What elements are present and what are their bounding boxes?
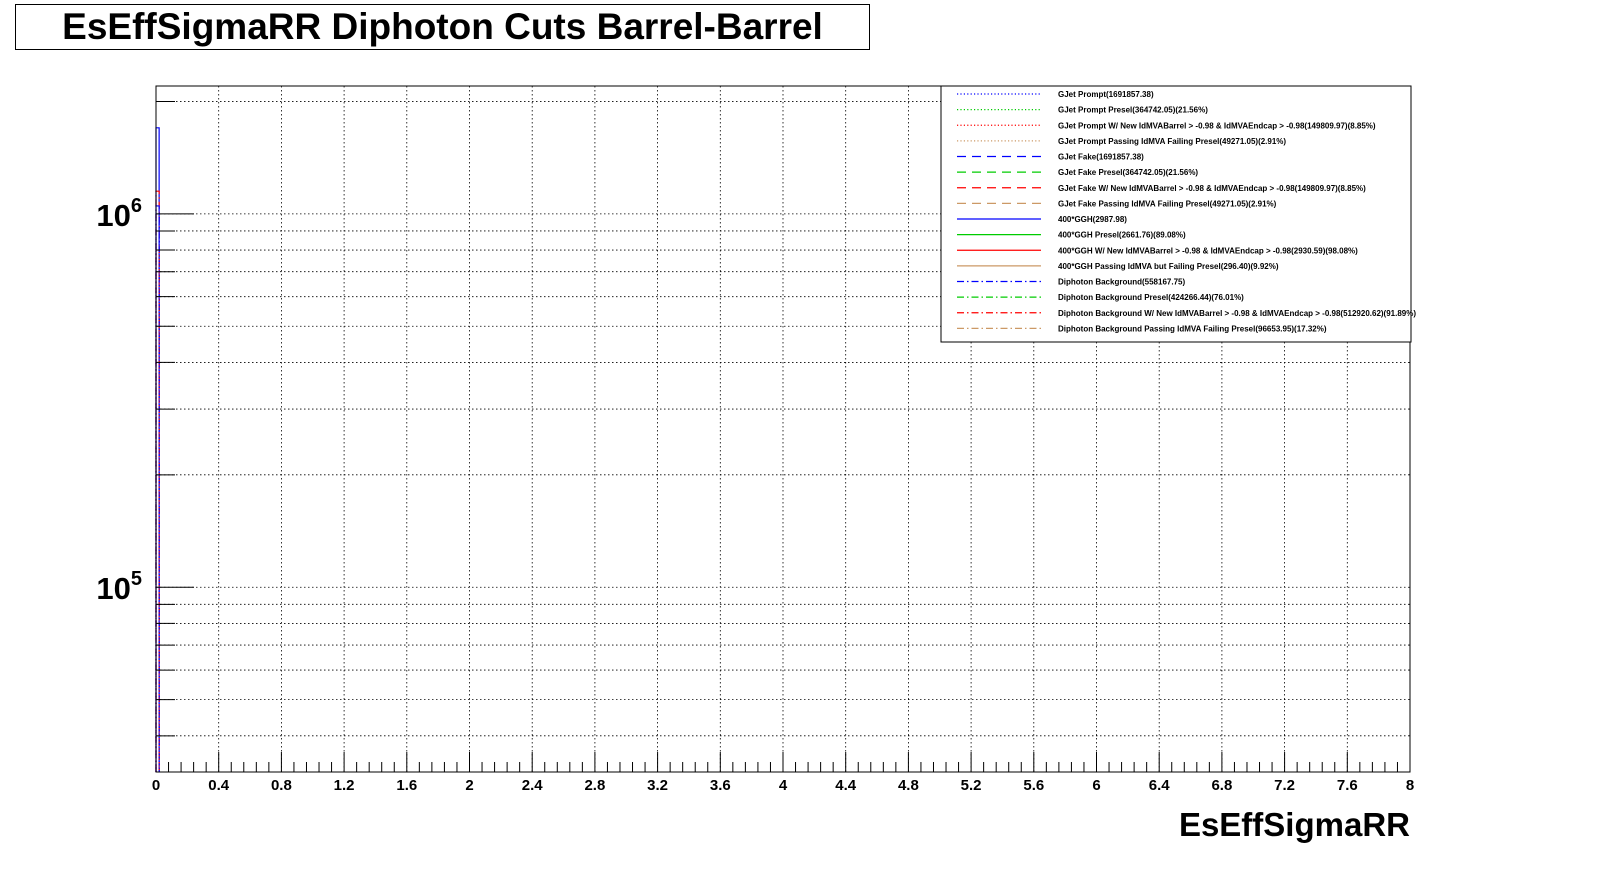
legend-entry: GJet Prompt(1691857.38) (957, 90, 1154, 99)
legend-label: GJet Prompt Passing IdMVA Failing Presel… (1058, 137, 1286, 146)
legend-label: Diphoton Background W/ New IdMVABarrel >… (1058, 309, 1416, 318)
legend-label: GJet Fake(1691857.38) (1058, 153, 1144, 162)
chart-title: EsEffSigmaRR Diphoton Cuts Barrel-Barrel (62, 6, 823, 47)
data-spike-2 (155, 205, 160, 772)
x-tick-label: 4.4 (835, 777, 857, 794)
legend-entry: GJet Fake(1691857.38) (957, 153, 1144, 162)
legend-label: GJet Prompt Presel(364742.05)(21.56%) (1058, 106, 1208, 115)
legend-entry: GJet Prompt Passing IdMVA Failing Presel… (957, 137, 1286, 146)
legend-entry: GJet Fake W/ New IdMVABarrel > -0.98 & I… (957, 184, 1366, 193)
legend-entry: GJet Prompt Presel(364742.05)(21.56%) (957, 106, 1208, 115)
x-tick-label: 7.6 (1337, 777, 1358, 794)
legend-entry: GJet Fake Presel(364742.05)(21.56%) (957, 168, 1198, 177)
x-tick-label: 7.2 (1274, 777, 1295, 794)
chart-title-box: EsEffSigmaRR Diphoton Cuts Barrel-Barrel (15, 4, 870, 50)
legend-entry: Diphoton Background(558167.75) (957, 278, 1185, 287)
legend-entry: GJet Prompt W/ New IdMVABarrel > -0.98 &… (957, 121, 1376, 130)
x-axis-title: EsEffSigmaRR (1179, 806, 1410, 843)
x-tick-label: 1.6 (396, 777, 417, 794)
legend-label: 400*GGH Presel(2661.76)(89.08%) (1058, 231, 1186, 240)
legend-entry: 400*GGH Passing IdMVA but Failing Presel… (957, 262, 1279, 271)
x-tick-label: 6 (1092, 777, 1100, 794)
legend-label: 400*GGH(2987.98) (1058, 215, 1127, 224)
x-tick-label: 0 (152, 777, 160, 794)
legend: GJet Prompt(1691857.38) GJet Prompt Prese… (940, 85, 1416, 343)
legend-label: 400*GGH W/ New IdMVABarrel > -0.98 & IdM… (1058, 246, 1358, 255)
legend-label: GJet Prompt W/ New IdMVABarrel > -0.98 &… (1058, 121, 1376, 130)
y-tick-label-exponent: 6 (131, 195, 142, 217)
x-tick-label: 5.2 (961, 777, 982, 794)
x-tick-label: 3.6 (710, 777, 731, 794)
y-tick-label-base: 10 (96, 571, 130, 606)
legend-label: GJet Fake Presel(364742.05)(21.56%) (1058, 168, 1198, 177)
x-tick-label: 0.8 (271, 777, 292, 794)
legend-label: Diphoton Background Presel(424266.44)(76… (1058, 293, 1244, 302)
x-tick-label: 6.4 (1149, 777, 1171, 794)
y-tick-label-exponent: 5 (131, 568, 142, 590)
data-spike-4 (155, 249, 160, 772)
x-tick-label: 8 (1406, 777, 1414, 794)
x-tick-label: 0.4 (208, 777, 230, 794)
legend-label: GJet Fake Passing IdMVA Failing Presel(4… (1058, 199, 1277, 208)
legend-entry: 400*GGH(2987.98) (957, 215, 1127, 224)
legend-entry: 400*GGH Presel(2661.76)(89.08%) (957, 231, 1186, 240)
legend-box (940, 85, 1412, 343)
legend-entry: 400*GGH W/ New IdMVABarrel > -0.98 & IdM… (957, 246, 1358, 255)
axes: 0 0.4 0.8 1.2 1.6 2 2.4 2.8 3.2 3.6 4 4.4 4.8 5.2 5.6 6… (96, 85, 1414, 794)
legend-label: GJet Prompt(1691857.38) (1058, 90, 1154, 99)
x-tick-label: 2.4 (522, 777, 544, 794)
y-tick-label-base: 10 (96, 198, 130, 233)
y-tick-label: 106 (96, 195, 142, 233)
x-tick-label: 1.2 (334, 777, 355, 794)
legend-entry: GJet Fake Passing IdMVA Failing Presel(4… (957, 199, 1277, 208)
legend-label: Diphoton Background Passing IdMVA Failin… (1058, 324, 1327, 333)
legend-label: GJet Fake W/ New IdMVABarrel > -0.98 & I… (1058, 184, 1366, 193)
x-tick-label: 5.6 (1023, 777, 1044, 794)
x-tick-label: 6.8 (1211, 777, 1232, 794)
legend-label: Diphoton Background(558167.75) (1058, 278, 1185, 287)
legend-entry: Diphoton Background Passing IdMVA Failin… (957, 324, 1327, 333)
y-tick-label: 105 (96, 568, 142, 606)
x-tick-label: 2 (465, 777, 473, 794)
x-tick-label: 3.2 (647, 777, 668, 794)
x-tick-label: 4.8 (898, 777, 919, 794)
legend-entry: Diphoton Background W/ New IdMVABarrel >… (957, 309, 1416, 318)
x-tick-label: 2.8 (584, 777, 605, 794)
x-tick-label: 4 (779, 777, 788, 794)
legend-label: 400*GGH Passing IdMVA but Failing Presel… (1058, 262, 1279, 271)
legend-entry: Diphoton Background Presel(424266.44)(76… (957, 293, 1244, 302)
